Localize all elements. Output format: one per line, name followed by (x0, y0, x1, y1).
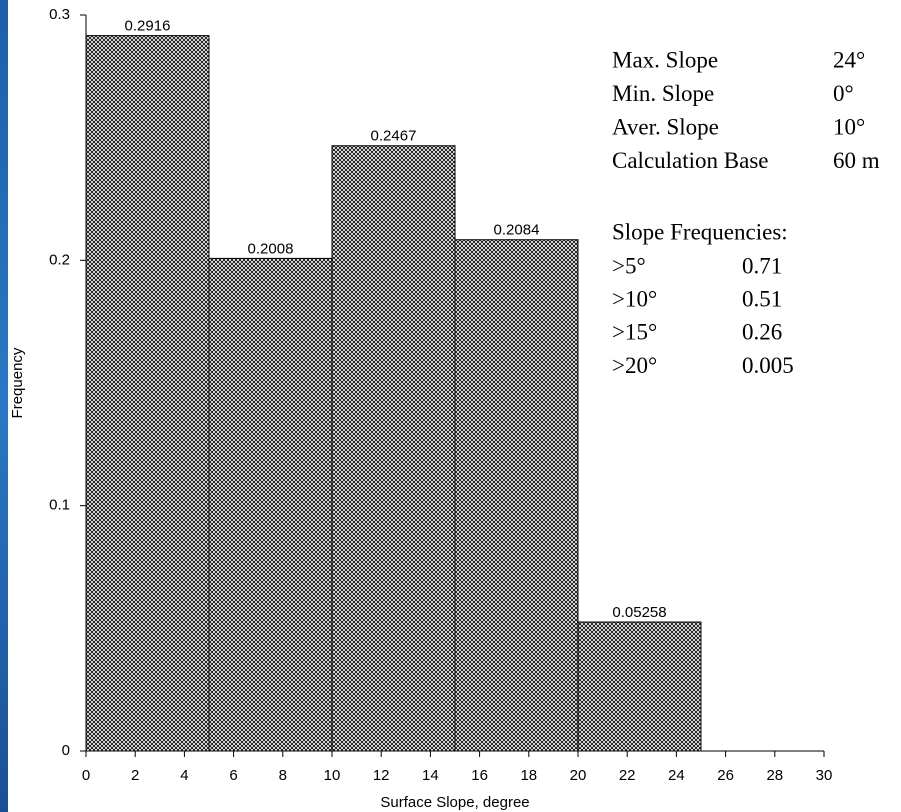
x-tick-label: 14 (422, 767, 439, 784)
y-axis-title: Frequency (9, 347, 26, 418)
frequency-label: >10° (612, 286, 657, 311)
value-label: 0.05258 (612, 604, 666, 621)
x-axis-title: Surface Slope, degree (380, 794, 529, 811)
frequency-label: >5° (612, 253, 646, 278)
x-tick-label: 12 (373, 767, 390, 784)
frequency-value: 0.26 (742, 320, 782, 345)
value-label: 0.2008 (248, 240, 294, 257)
x-tick-label: 6 (229, 767, 237, 784)
x-tick-label: 16 (471, 767, 488, 784)
value-label: 0.2467 (371, 128, 417, 145)
y-tick-label: 0.2 (49, 251, 70, 268)
frequency-value: 0.51 (742, 286, 782, 311)
value-label: 0.2084 (494, 222, 540, 239)
frequency-label: >20° (612, 353, 657, 378)
bar (331, 145, 456, 752)
frequency-value: 0.005 (742, 353, 794, 378)
frequency-value: 0.71 (742, 253, 782, 278)
frequency-label: >15° (612, 320, 657, 345)
bar (208, 257, 333, 752)
stat-value: 0° (833, 81, 854, 106)
stat-value: 60 m (833, 148, 880, 173)
stat-value: 24° (833, 47, 865, 72)
bar (454, 239, 579, 752)
side-strip (0, 0, 8, 812)
x-tick-label: 26 (717, 767, 734, 784)
x-tick-label: 2 (131, 767, 139, 784)
x-tick-label: 24 (668, 767, 685, 784)
value-label: 0.2916 (125, 18, 171, 35)
y-tick-label: 0.1 (49, 497, 70, 514)
stat-label: Aver. Slope (612, 114, 719, 139)
stat-label: Min. Slope (612, 81, 714, 106)
x-tick-label: 10 (324, 767, 341, 784)
x-tick-label: 8 (279, 767, 287, 784)
y-tick-label: 0 (62, 742, 70, 759)
x-tick-label: 0 (82, 767, 90, 784)
x-tick-label: 4 (180, 767, 188, 784)
stat-label: Calculation Base (612, 148, 769, 173)
x-tick-label: 28 (766, 767, 783, 784)
x-tick-label: 30 (816, 767, 833, 784)
x-tick-label: 22 (619, 767, 636, 784)
stat-value: 10° (833, 114, 865, 139)
stat-label: Max. Slope (612, 47, 718, 72)
bar (85, 35, 210, 752)
bar (577, 621, 702, 752)
y-tick-label: 0.3 (49, 6, 70, 23)
x-tick-label: 18 (520, 767, 537, 784)
x-tick-label: 20 (570, 767, 587, 784)
frequencies-title: Slope Frequencies: (612, 219, 788, 244)
